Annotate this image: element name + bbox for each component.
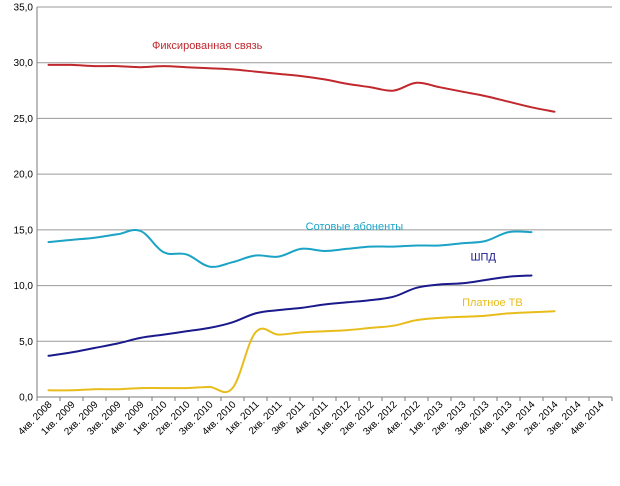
series-line (47, 274, 533, 357)
y-tick-label: 25,0 (14, 114, 34, 125)
y-tick-label: 20,0 (14, 170, 34, 181)
y-tick-label: 35,0 (14, 3, 34, 14)
y-tick-label: 10,0 (14, 281, 34, 292)
axes (36, 7, 613, 401)
series-label: Платное ТВ (462, 297, 523, 309)
series-label: Фиксированная связь (152, 40, 263, 52)
y-tick-label: 30,0 (14, 58, 34, 69)
series-line (47, 228, 533, 268)
y-tick-label: 5,0 (19, 337, 33, 348)
series-labels: Фиксированная связь Сотовые абоненты ШПД Пл… (152, 40, 523, 309)
series-label: Сотовые абоненты (306, 221, 404, 233)
series-label: ШПД (470, 251, 496, 263)
grid (37, 6, 612, 342)
series-line (47, 310, 556, 394)
series-line (47, 63, 556, 113)
y-tick-label: 15,0 (14, 225, 34, 236)
y-axis-tick-labels: 0,0 5,0 10,0 15,0 20,0 25,0 30,0 35,0 (14, 3, 34, 404)
y-tick-label: 0,0 (19, 393, 33, 404)
series-lines (47, 63, 556, 394)
